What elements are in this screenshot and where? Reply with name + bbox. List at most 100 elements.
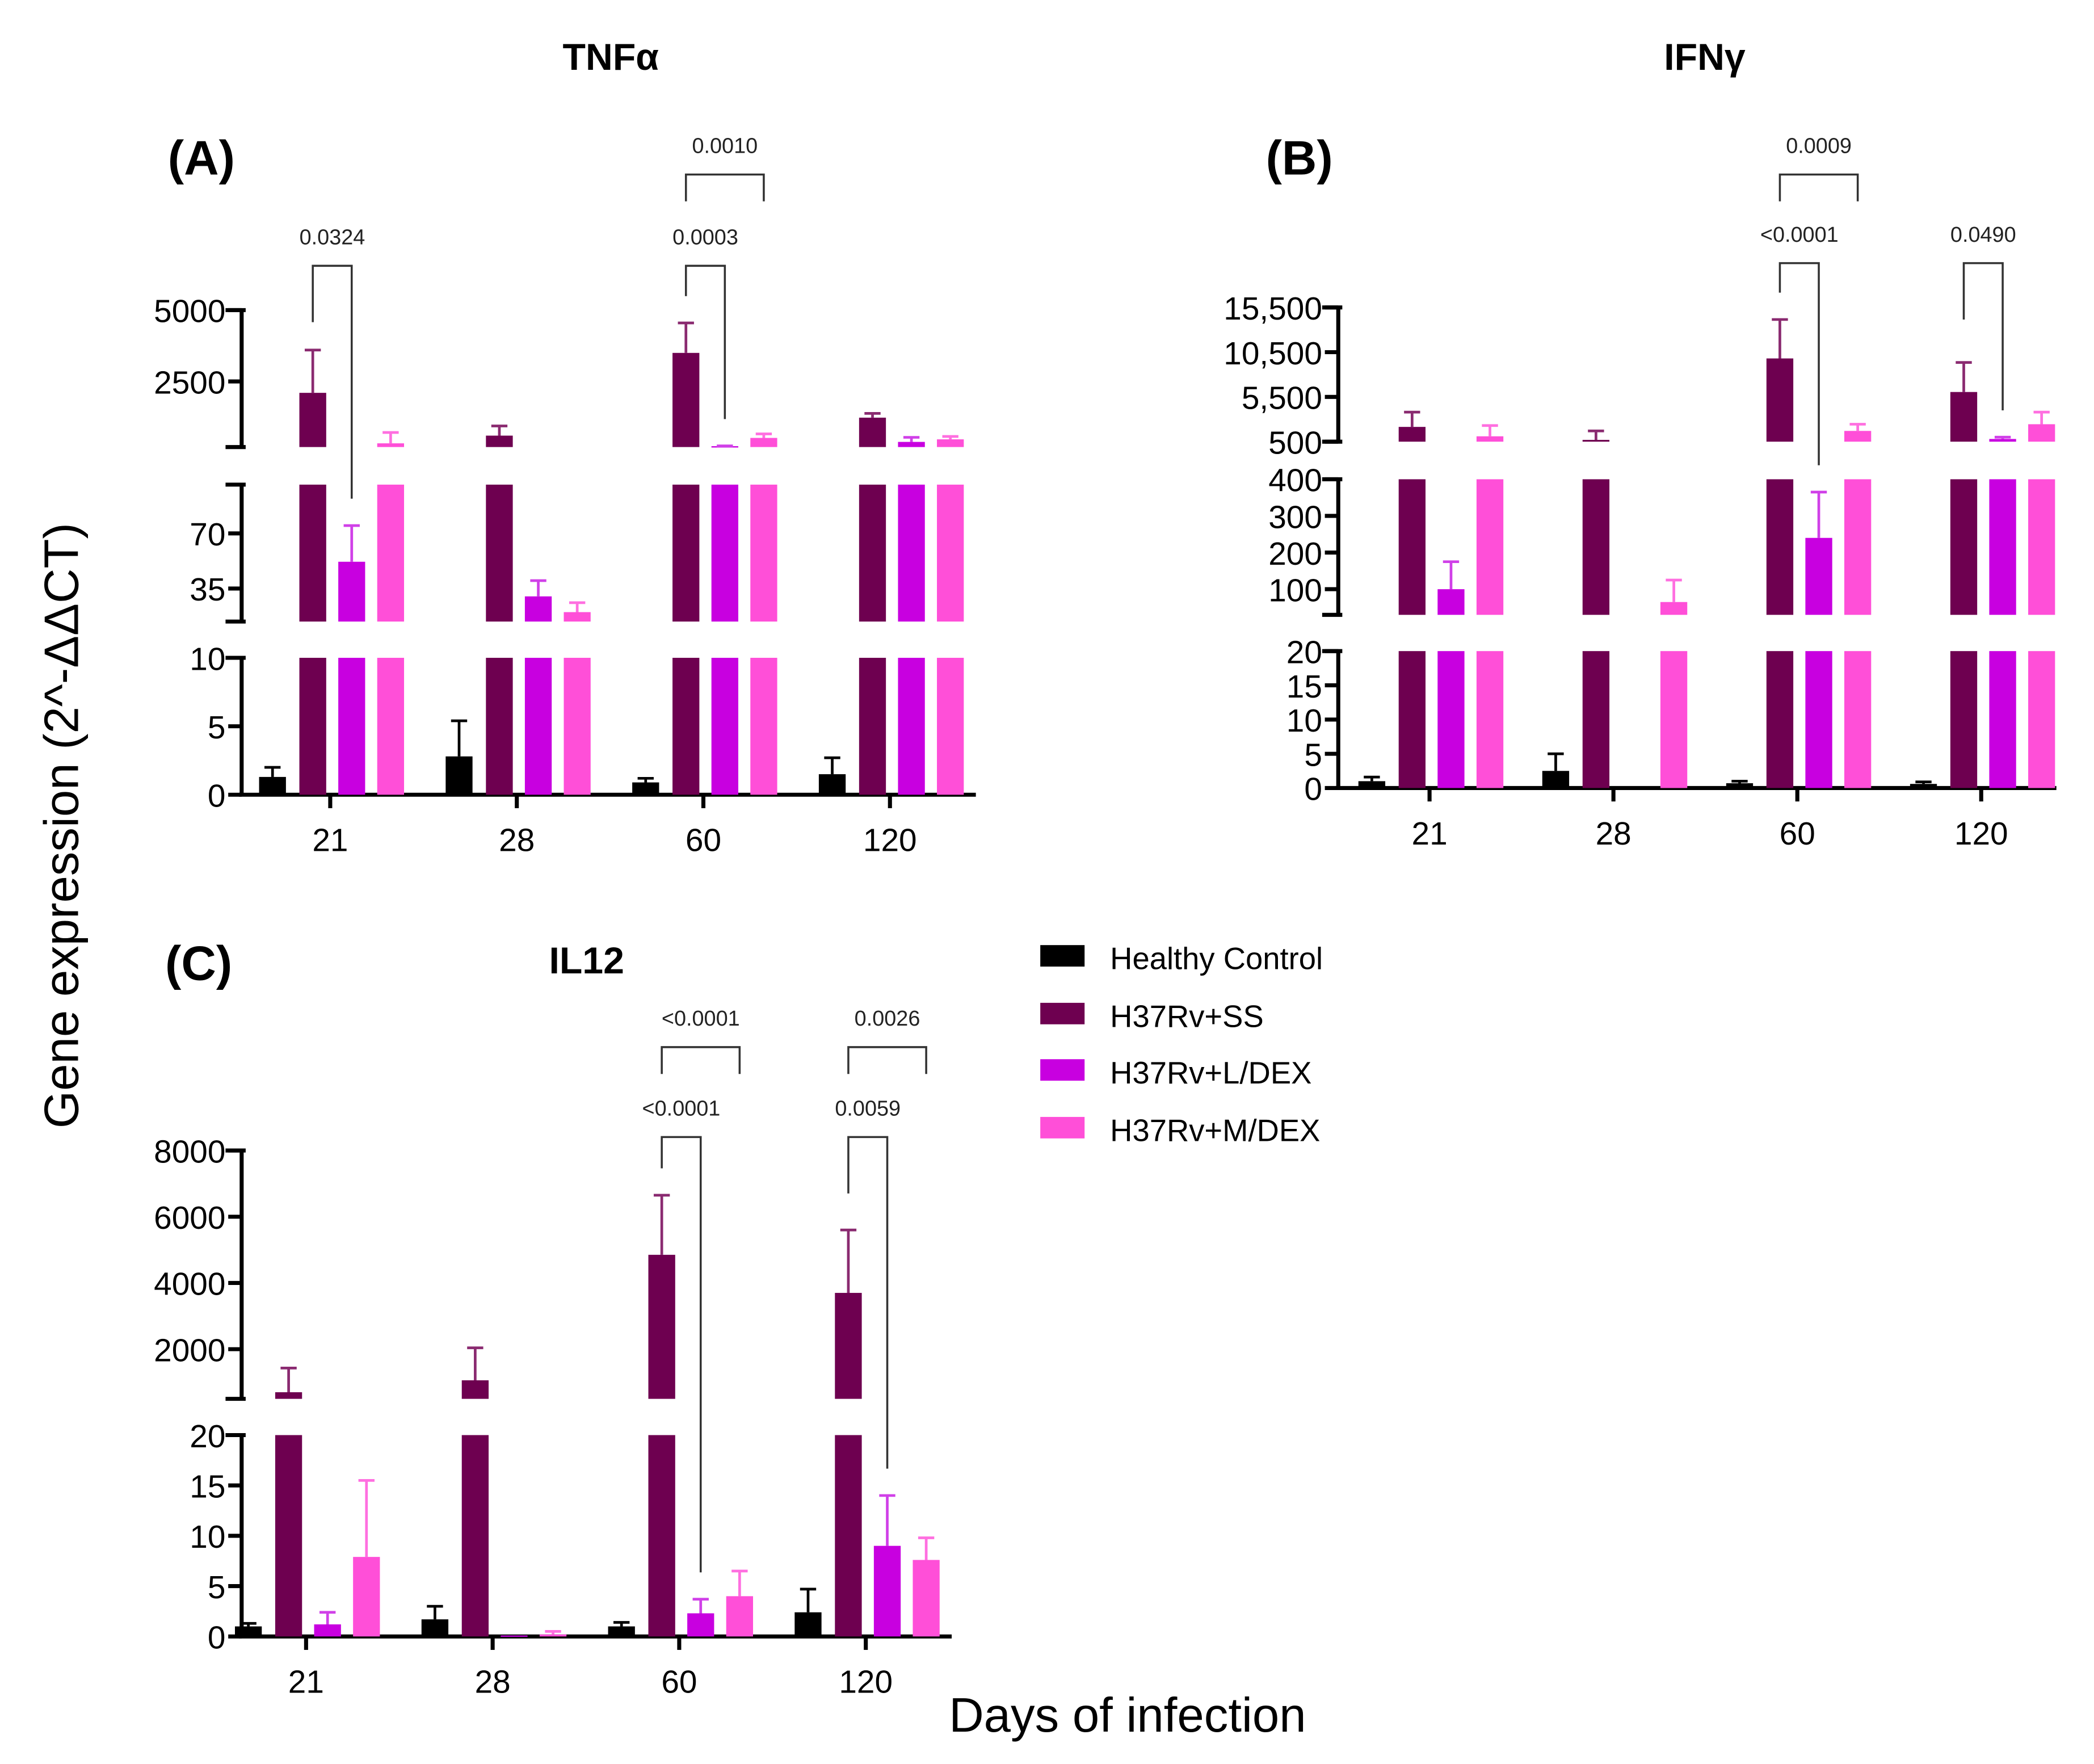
bar — [1726, 783, 1754, 788]
bar — [1582, 651, 1610, 788]
y-tick-label: 5,500 — [1242, 381, 1322, 417]
bar — [859, 657, 886, 795]
bar — [750, 657, 777, 795]
bar — [1766, 479, 1794, 615]
bar — [377, 443, 405, 447]
significance-bracket — [1962, 262, 2004, 410]
bar — [2028, 651, 2055, 788]
bar — [1358, 781, 1386, 788]
bar — [873, 1545, 901, 1637]
bar — [632, 782, 659, 795]
x-tick-label: 28 — [499, 823, 535, 859]
bar — [648, 1435, 675, 1637]
x-tick-label: 120 — [863, 823, 917, 859]
panel-label: (A) — [168, 131, 235, 185]
x-tick-label: 120 — [1954, 816, 2008, 852]
significance-bracket — [847, 1136, 889, 1469]
p-value-label: 0.0010 — [692, 135, 758, 158]
bar — [501, 1635, 528, 1637]
y-tick-label: 5000 — [154, 294, 225, 330]
bar — [1660, 651, 1688, 788]
bar — [1950, 392, 1978, 442]
y-tick-label: 0 — [208, 779, 226, 814]
bar — [486, 435, 513, 447]
p-value-label: <0.0001 — [1760, 223, 1839, 247]
bar — [275, 1435, 302, 1637]
bar — [524, 657, 552, 795]
significance-bracket — [684, 173, 765, 201]
bar — [672, 484, 700, 622]
bar — [486, 657, 513, 795]
significance-bracket — [1778, 262, 1820, 465]
y-tick-label: 4000 — [154, 1267, 225, 1303]
panel-title: IFNγ — [1664, 36, 1746, 78]
bar — [1660, 602, 1688, 615]
bar — [687, 1613, 714, 1637]
significance-bracket — [661, 1046, 741, 1074]
bar — [299, 484, 326, 622]
bar — [1989, 439, 2016, 442]
y-tick-label: 10 — [1286, 703, 1322, 739]
y-tick-label: 20 — [1286, 635, 1322, 670]
bar — [1910, 784, 1937, 788]
legend-swatch-ldex — [1040, 1059, 1085, 1081]
bar — [461, 1380, 489, 1399]
bar — [486, 484, 513, 622]
significance-bracket — [847, 1046, 927, 1074]
panel-title: IL12 — [549, 940, 624, 982]
bar — [726, 1596, 753, 1637]
bar — [1950, 479, 1978, 615]
panel-c: IL12 (C) 0 5 10 15 20 2000 4000 6000 8000 21 28 60 120… — [154, 937, 952, 1700]
p-value-label: 0.0324 — [300, 225, 365, 249]
legend-swatch-mdex — [1040, 1116, 1085, 1139]
bar — [1805, 651, 1832, 788]
bar — [1398, 479, 1426, 615]
y-tick-label: 6000 — [154, 1200, 225, 1236]
bar — [1476, 651, 1504, 788]
y-tick-label: 0 — [208, 1620, 226, 1656]
legend-label: H37Rv+L/DEX — [1110, 1056, 1311, 1090]
bar — [1989, 651, 2016, 788]
bar — [937, 657, 964, 795]
bar — [937, 484, 964, 622]
bar — [275, 1392, 302, 1399]
bar — [672, 352, 700, 447]
bar — [937, 439, 964, 447]
bar — [1582, 479, 1610, 615]
y-tick-label: 5 — [208, 1570, 226, 1606]
bar — [259, 776, 286, 795]
bar — [672, 657, 700, 795]
y-axis-label: Gene expression (2^-ΔΔCT) — [35, 523, 89, 1128]
bar — [445, 756, 473, 795]
bar — [1398, 427, 1426, 442]
bar — [314, 1624, 341, 1637]
x-tick-label: 21 — [312, 823, 348, 859]
legend-label: H37Rv+M/DEX — [1110, 1114, 1320, 1148]
y-tick-label: 5 — [1304, 737, 1322, 773]
x-tick-label: 60 — [1780, 816, 1815, 852]
y-tick-label: 35 — [190, 572, 225, 608]
y-tick-label: 15 — [190, 1469, 225, 1505]
significance-bracket — [661, 1136, 702, 1573]
panel-title: TNFα — [563, 36, 659, 78]
bar — [913, 1560, 940, 1637]
y-tick-label: 70 — [190, 517, 225, 553]
panel-label: (C) — [165, 937, 232, 991]
bar — [1582, 440, 1610, 442]
bar — [648, 1254, 675, 1399]
p-value-label: 0.0009 — [1786, 135, 1852, 158]
bar — [859, 417, 886, 447]
bar — [1437, 651, 1465, 788]
bar — [564, 657, 591, 795]
bar — [1844, 479, 1872, 615]
p-value-label: <0.0001 — [662, 1007, 740, 1031]
bar — [338, 657, 365, 795]
x-tick-label: 21 — [288, 1665, 324, 1700]
y-tick-label: 15,500 — [1223, 291, 1322, 327]
bar — [299, 657, 326, 795]
bar — [859, 484, 886, 622]
y-tick-label: 8000 — [154, 1134, 225, 1170]
p-value-label: 0.0059 — [835, 1097, 901, 1121]
